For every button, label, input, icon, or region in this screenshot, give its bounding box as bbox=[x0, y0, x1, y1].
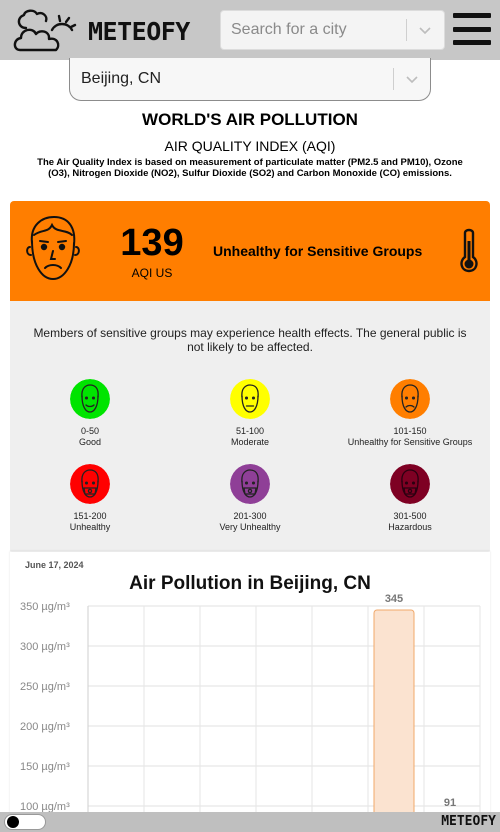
y-tick-label: 200 µg/m³ bbox=[20, 721, 70, 733]
cloud-sun-icon bbox=[13, 9, 77, 52]
neutral-face-icon bbox=[230, 379, 270, 419]
health-message: Members of sensitive groups may experien… bbox=[33, 326, 467, 354]
y-tick-label: 100 µg/m³ bbox=[20, 801, 70, 813]
app-header: METEOFY bbox=[0, 0, 500, 60]
footer-brand: METEOFY bbox=[441, 814, 496, 829]
legend-range: 151-200 bbox=[73, 511, 107, 521]
aqi-value: 139 bbox=[120, 222, 184, 264]
page-subtitle: AIR QUALITY INDEX (AQI) bbox=[164, 138, 336, 154]
gas-mask-face-icon bbox=[230, 464, 270, 504]
page-title: WORLD'S AIR POLLUTION bbox=[142, 110, 358, 129]
legend-label: Very Unhealthy bbox=[219, 522, 281, 532]
toggle-knob bbox=[7, 816, 19, 828]
legend-range: 51-100 bbox=[235, 426, 265, 436]
search-input[interactable] bbox=[221, 11, 406, 49]
menu-icon[interactable] bbox=[453, 13, 491, 45]
smile-face-icon bbox=[70, 379, 110, 419]
search-separator bbox=[406, 19, 407, 41]
sad-face-icon bbox=[26, 215, 80, 281]
chevron-down-icon[interactable] bbox=[407, 11, 443, 49]
legend-range: 201-300 bbox=[233, 511, 267, 521]
legend-label: Unhealthy for Sensitive Groups bbox=[347, 437, 473, 447]
city-select[interactable]: Beijing, CN bbox=[69, 58, 431, 101]
brand-logo[interactable]: METEOFY bbox=[12, 8, 212, 54]
legend-item: 151-200 Unhealthy bbox=[10, 464, 170, 533]
brand-name: METEOFY bbox=[88, 16, 190, 46]
chart-bar bbox=[373, 609, 415, 822]
mask-face-icon bbox=[70, 464, 110, 504]
data-label: 345 bbox=[385, 593, 403, 605]
aqi-category: Unhealthy for Sensitive Groups bbox=[213, 243, 423, 259]
city-search[interactable] bbox=[220, 10, 445, 50]
legend-item: 0-50 Good bbox=[10, 379, 170, 448]
y-tick-label: 350 µg/m³ bbox=[20, 601, 70, 613]
y-tick-label: 150 µg/m³ bbox=[20, 761, 70, 773]
pollution-chart: 100 µg/m³ 150 µg/m³ 200 µg/m³ 250 µg/m³ 300 … bbox=[10, 552, 490, 822]
y-tick-label: 300 µg/m³ bbox=[20, 641, 70, 653]
y-tick-label: 250 µg/m³ bbox=[20, 681, 70, 693]
theme-toggle[interactable] bbox=[4, 814, 46, 830]
legend-range: 301-500 bbox=[393, 511, 427, 521]
chart-date: June 17, 2024 bbox=[25, 560, 84, 570]
chart-canvas: 100 µg/m³ 150 µg/m³ 200 µg/m³ 250 µg/m³ 300 … bbox=[20, 593, 481, 822]
chart-title: Air Pollution in Beijing, CN bbox=[129, 573, 371, 594]
select-separator bbox=[393, 68, 394, 90]
legend-item: 51-100 Moderate bbox=[170, 379, 330, 448]
sad-face-icon bbox=[390, 379, 430, 419]
data-label: 91 bbox=[444, 797, 456, 809]
legend-label: Hazardous bbox=[388, 522, 432, 532]
thermometer-icon bbox=[460, 228, 478, 273]
legend-range: 0-50 bbox=[80, 426, 99, 436]
legend-range: 101-150 bbox=[393, 426, 427, 436]
legend-label: Moderate bbox=[230, 437, 270, 447]
gas-mask-face-icon bbox=[390, 464, 430, 504]
legend-label: Unhealthy bbox=[69, 522, 111, 532]
chevron-down-icon[interactable] bbox=[394, 58, 430, 100]
aqi-unit: AQI US bbox=[131, 266, 173, 280]
aqi-card: 139 AQI US Unhealthy for Sensitive Group… bbox=[10, 201, 490, 301]
legend-item: 301-500 Hazardous bbox=[330, 464, 490, 533]
app-footer: METEOFY bbox=[0, 812, 500, 832]
city-select-value: Beijing, CN bbox=[81, 70, 162, 87]
aqi-description: The Air Quality Index is based on measur… bbox=[37, 157, 463, 179]
aqi-legend-panel: Members of sensitive groups may experien… bbox=[10, 301, 490, 551]
legend-label: Good bbox=[78, 437, 102, 447]
legend-item: 201-300 Very Unhealthy bbox=[170, 464, 330, 533]
legend-item: 101-150 Unhealthy for Sensitive Groups bbox=[330, 379, 490, 448]
